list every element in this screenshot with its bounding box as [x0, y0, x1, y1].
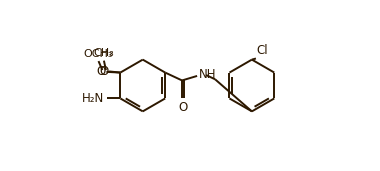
Text: OCH₃: OCH₃: [84, 49, 113, 59]
Text: Cl: Cl: [256, 44, 268, 57]
Text: H₂N: H₂N: [82, 92, 104, 105]
Text: O: O: [99, 65, 108, 78]
Text: O: O: [97, 65, 106, 78]
Text: O: O: [179, 101, 188, 114]
Text: CH₃: CH₃: [93, 48, 114, 58]
Text: NH: NH: [199, 68, 216, 81]
